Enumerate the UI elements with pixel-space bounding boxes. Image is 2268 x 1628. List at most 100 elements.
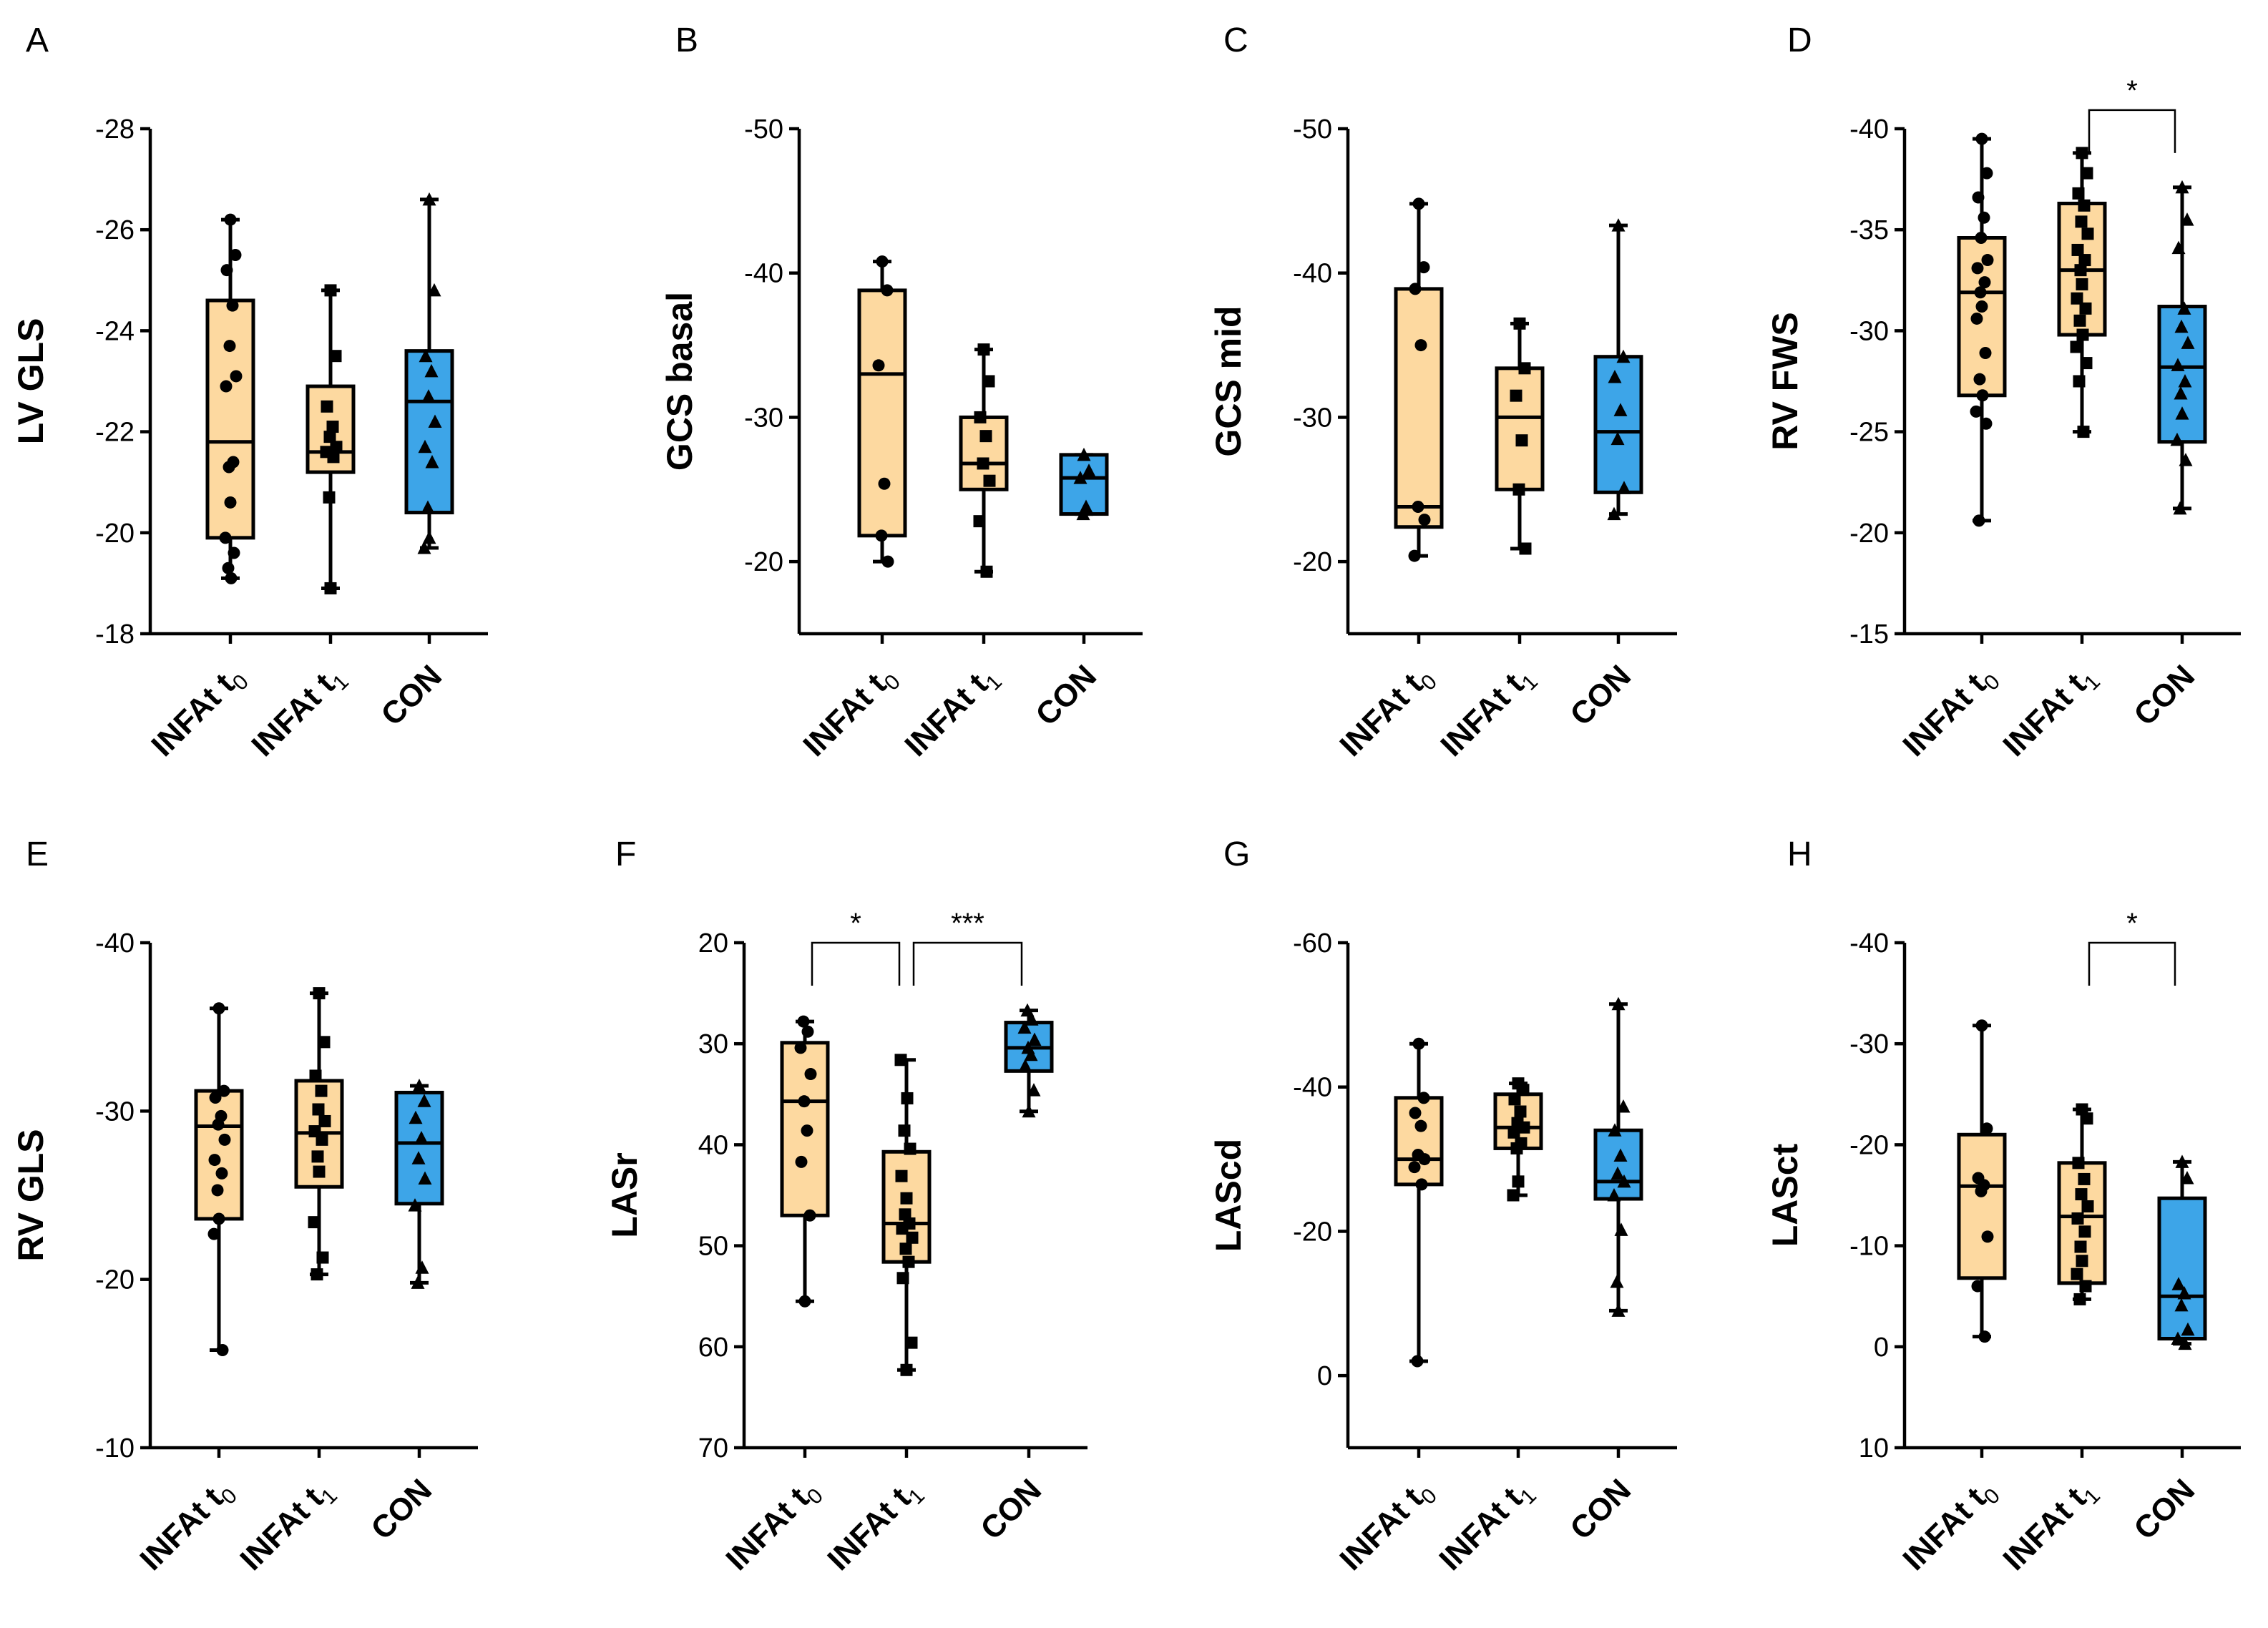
- y-tick-label: 10: [1859, 1433, 1889, 1463]
- box-2: [881, 1054, 932, 1376]
- data-point: [977, 457, 989, 470]
- data-point: [422, 530, 436, 544]
- data-point: [1073, 471, 1087, 484]
- data-point: [2078, 254, 2091, 267]
- data-point: [1975, 132, 1988, 145]
- data-point: [1971, 1280, 1984, 1293]
- data-point: [1608, 369, 1622, 383]
- box-1: [1957, 1019, 2007, 1343]
- data-point: [2081, 167, 2093, 180]
- y-axis-title: LASct: [1765, 1143, 1805, 1247]
- x-tick-label: INFAt t0: [1333, 658, 1442, 767]
- data-point: [977, 343, 990, 356]
- x-tick-label: INFAt t1: [1996, 658, 2105, 767]
- data-point: [408, 1198, 422, 1212]
- y-tick-label: -10: [1849, 1232, 1889, 1262]
- data-point: [1616, 349, 1631, 363]
- y-tick-label: -26: [95, 215, 135, 245]
- data-point: [2081, 227, 2094, 240]
- data-point: [1512, 1175, 1525, 1188]
- data-point: [895, 1169, 908, 1182]
- data-point: [215, 1167, 228, 1180]
- data-point: [797, 1015, 810, 1028]
- data-point: [2071, 1212, 2084, 1225]
- data-point: [1024, 1047, 1038, 1061]
- data-point: [2073, 1293, 2086, 1305]
- data-point: [1415, 1178, 1428, 1191]
- x-tick-label: CON: [2127, 658, 2201, 732]
- data-point: [421, 389, 436, 403]
- data-point: [212, 1212, 225, 1225]
- data-point: [1610, 1166, 1625, 1180]
- data-point: [421, 500, 435, 514]
- box-1: [780, 1015, 830, 1308]
- data-point: [2074, 264, 2087, 277]
- data-point: [308, 1216, 321, 1229]
- data-point: [2080, 357, 2093, 370]
- y-tick-label: 30: [698, 1029, 728, 1059]
- data-point: [218, 1133, 231, 1146]
- y-tick-label: -40: [1293, 259, 1332, 289]
- y-axis-title: RV FWS: [1765, 312, 1805, 451]
- box-2: [2057, 147, 2107, 438]
- data-point: [418, 439, 432, 453]
- y-axis-title: LV GLS: [11, 318, 51, 445]
- data-point: [428, 414, 442, 428]
- data-point: [2175, 406, 2189, 420]
- data-point: [2171, 1277, 2186, 1290]
- data-point: [881, 284, 894, 297]
- data-point: [1971, 262, 1984, 275]
- y-axis-title: LASr: [605, 1152, 645, 1237]
- data-point: [1608, 1123, 1622, 1137]
- data-point: [1021, 1040, 1035, 1054]
- data-point: [1409, 1107, 1422, 1119]
- panel-letter: C: [1223, 21, 1248, 59]
- y-tick-label: 70: [698, 1433, 728, 1463]
- data-point: [311, 1268, 323, 1281]
- data-point: [881, 555, 894, 568]
- data-point: [904, 1142, 917, 1155]
- data-point: [327, 451, 340, 464]
- data-point: [1972, 191, 1985, 204]
- data-point: [229, 249, 242, 261]
- data-point: [223, 340, 236, 353]
- data-point: [2074, 1240, 2087, 1253]
- data-point: [1408, 549, 1421, 562]
- y-tick-label: -15: [1849, 619, 1889, 649]
- data-point: [207, 1227, 220, 1240]
- data-point: [2177, 1285, 2191, 1300]
- data-point: [1981, 254, 1994, 267]
- data-point: [1610, 1275, 1624, 1288]
- box-2: [959, 343, 1009, 578]
- data-point: [2073, 375, 2086, 388]
- data-point: [2071, 243, 2084, 256]
- data-point: [1507, 1126, 1520, 1139]
- data-point: [801, 1124, 813, 1137]
- iqr-box: [1394, 287, 1444, 529]
- data-point: [2173, 501, 2187, 515]
- data-point: [803, 1209, 816, 1222]
- data-point: [209, 1092, 222, 1104]
- box-3: [1593, 996, 1643, 1317]
- data-point: [2076, 1255, 2088, 1267]
- x-tick-label: INFAt t1: [1432, 1472, 1541, 1581]
- box-1: [194, 1002, 244, 1357]
- y-tick-label: -40: [1293, 1073, 1332, 1103]
- box-1: [205, 213, 255, 584]
- y-tick-label: -35: [1849, 215, 1889, 245]
- box-2: [306, 284, 356, 594]
- data-point: [309, 1069, 322, 1082]
- data-point: [2076, 278, 2088, 290]
- data-point: [412, 1079, 426, 1092]
- data-point: [872, 359, 885, 372]
- x-tick-label: INFAt t0: [719, 1472, 828, 1581]
- y-tick-label: -50: [1293, 114, 1332, 144]
- data-point: [324, 284, 337, 297]
- data-point: [2175, 1154, 2189, 1168]
- data-point: [1976, 389, 1989, 402]
- x-tick-label: INFAt t0: [145, 658, 253, 767]
- data-point: [226, 299, 239, 312]
- y-tick-label: -20: [95, 519, 135, 549]
